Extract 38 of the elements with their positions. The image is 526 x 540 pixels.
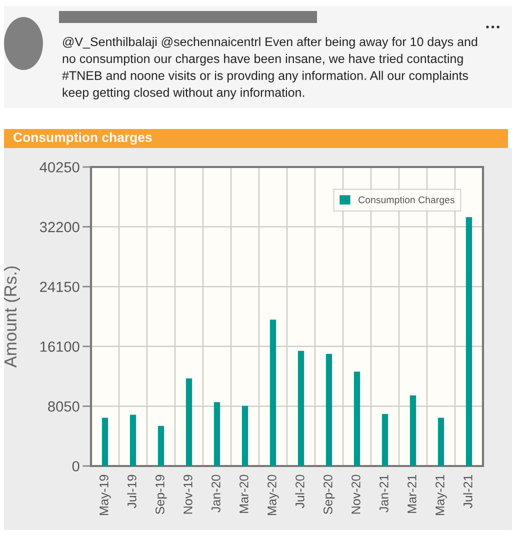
x-tick-label: May-19 bbox=[100, 474, 111, 515]
bar bbox=[410, 395, 416, 466]
x-tick-label: Jul-20 bbox=[295, 474, 304, 508]
x-tick-label: Sep-20 bbox=[324, 474, 335, 514]
x-tick-label: Jul-19 bbox=[127, 474, 136, 508]
x-tick-label: Mar-21 bbox=[408, 474, 416, 513]
x-tick-label: Nov-20 bbox=[352, 474, 360, 514]
text: @V_Senthilbalaji @sechennaicentrl Even after being away for 10 days and no consumption our charges have been insane, we have tried contacting #TNEB and noone visits or is provding any information. All our complaints keep getting closed without any information. bbox=[62, 37, 478, 100]
bar bbox=[214, 402, 220, 466]
bar bbox=[158, 426, 164, 466]
bar bbox=[466, 217, 472, 466]
x-tick-label: Jul-21 bbox=[463, 474, 472, 508]
bar bbox=[270, 320, 276, 466]
y-tick-label: 8050 bbox=[48, 401, 80, 412]
y-tick-label: 0 bbox=[72, 461, 80, 472]
x-tick-label: Nov-19 bbox=[184, 474, 192, 514]
bar bbox=[186, 378, 192, 466]
bar bbox=[354, 372, 360, 466]
bar bbox=[298, 350, 304, 466]
bar bbox=[382, 414, 388, 466]
bar bbox=[242, 406, 248, 466]
legend-label: Consumption Charges bbox=[358, 196, 454, 206]
x-tick-label: Jan-21 bbox=[380, 474, 388, 512]
y-tick-label: 40250 bbox=[40, 162, 80, 172]
bar bbox=[438, 418, 444, 466]
x-tick-label: Mar-20 bbox=[240, 474, 248, 513]
bar bbox=[130, 414, 136, 466]
x-tick-label: Sep-19 bbox=[156, 474, 167, 514]
chart-title: Consumption charges bbox=[14, 132, 152, 145]
x-tick-label: May-21 bbox=[436, 474, 447, 515]
x-tick-label: Jan-20 bbox=[212, 474, 220, 512]
bar bbox=[326, 354, 332, 466]
y-tick-label: 32200 bbox=[40, 222, 80, 232]
y-axis-title: Amount (Rs.) bbox=[4, 266, 20, 368]
y-tick-label: 24150 bbox=[40, 282, 80, 292]
x-tick-label: May-20 bbox=[268, 474, 279, 515]
bar bbox=[102, 418, 108, 466]
y-tick-label: 16100 bbox=[40, 342, 80, 352]
